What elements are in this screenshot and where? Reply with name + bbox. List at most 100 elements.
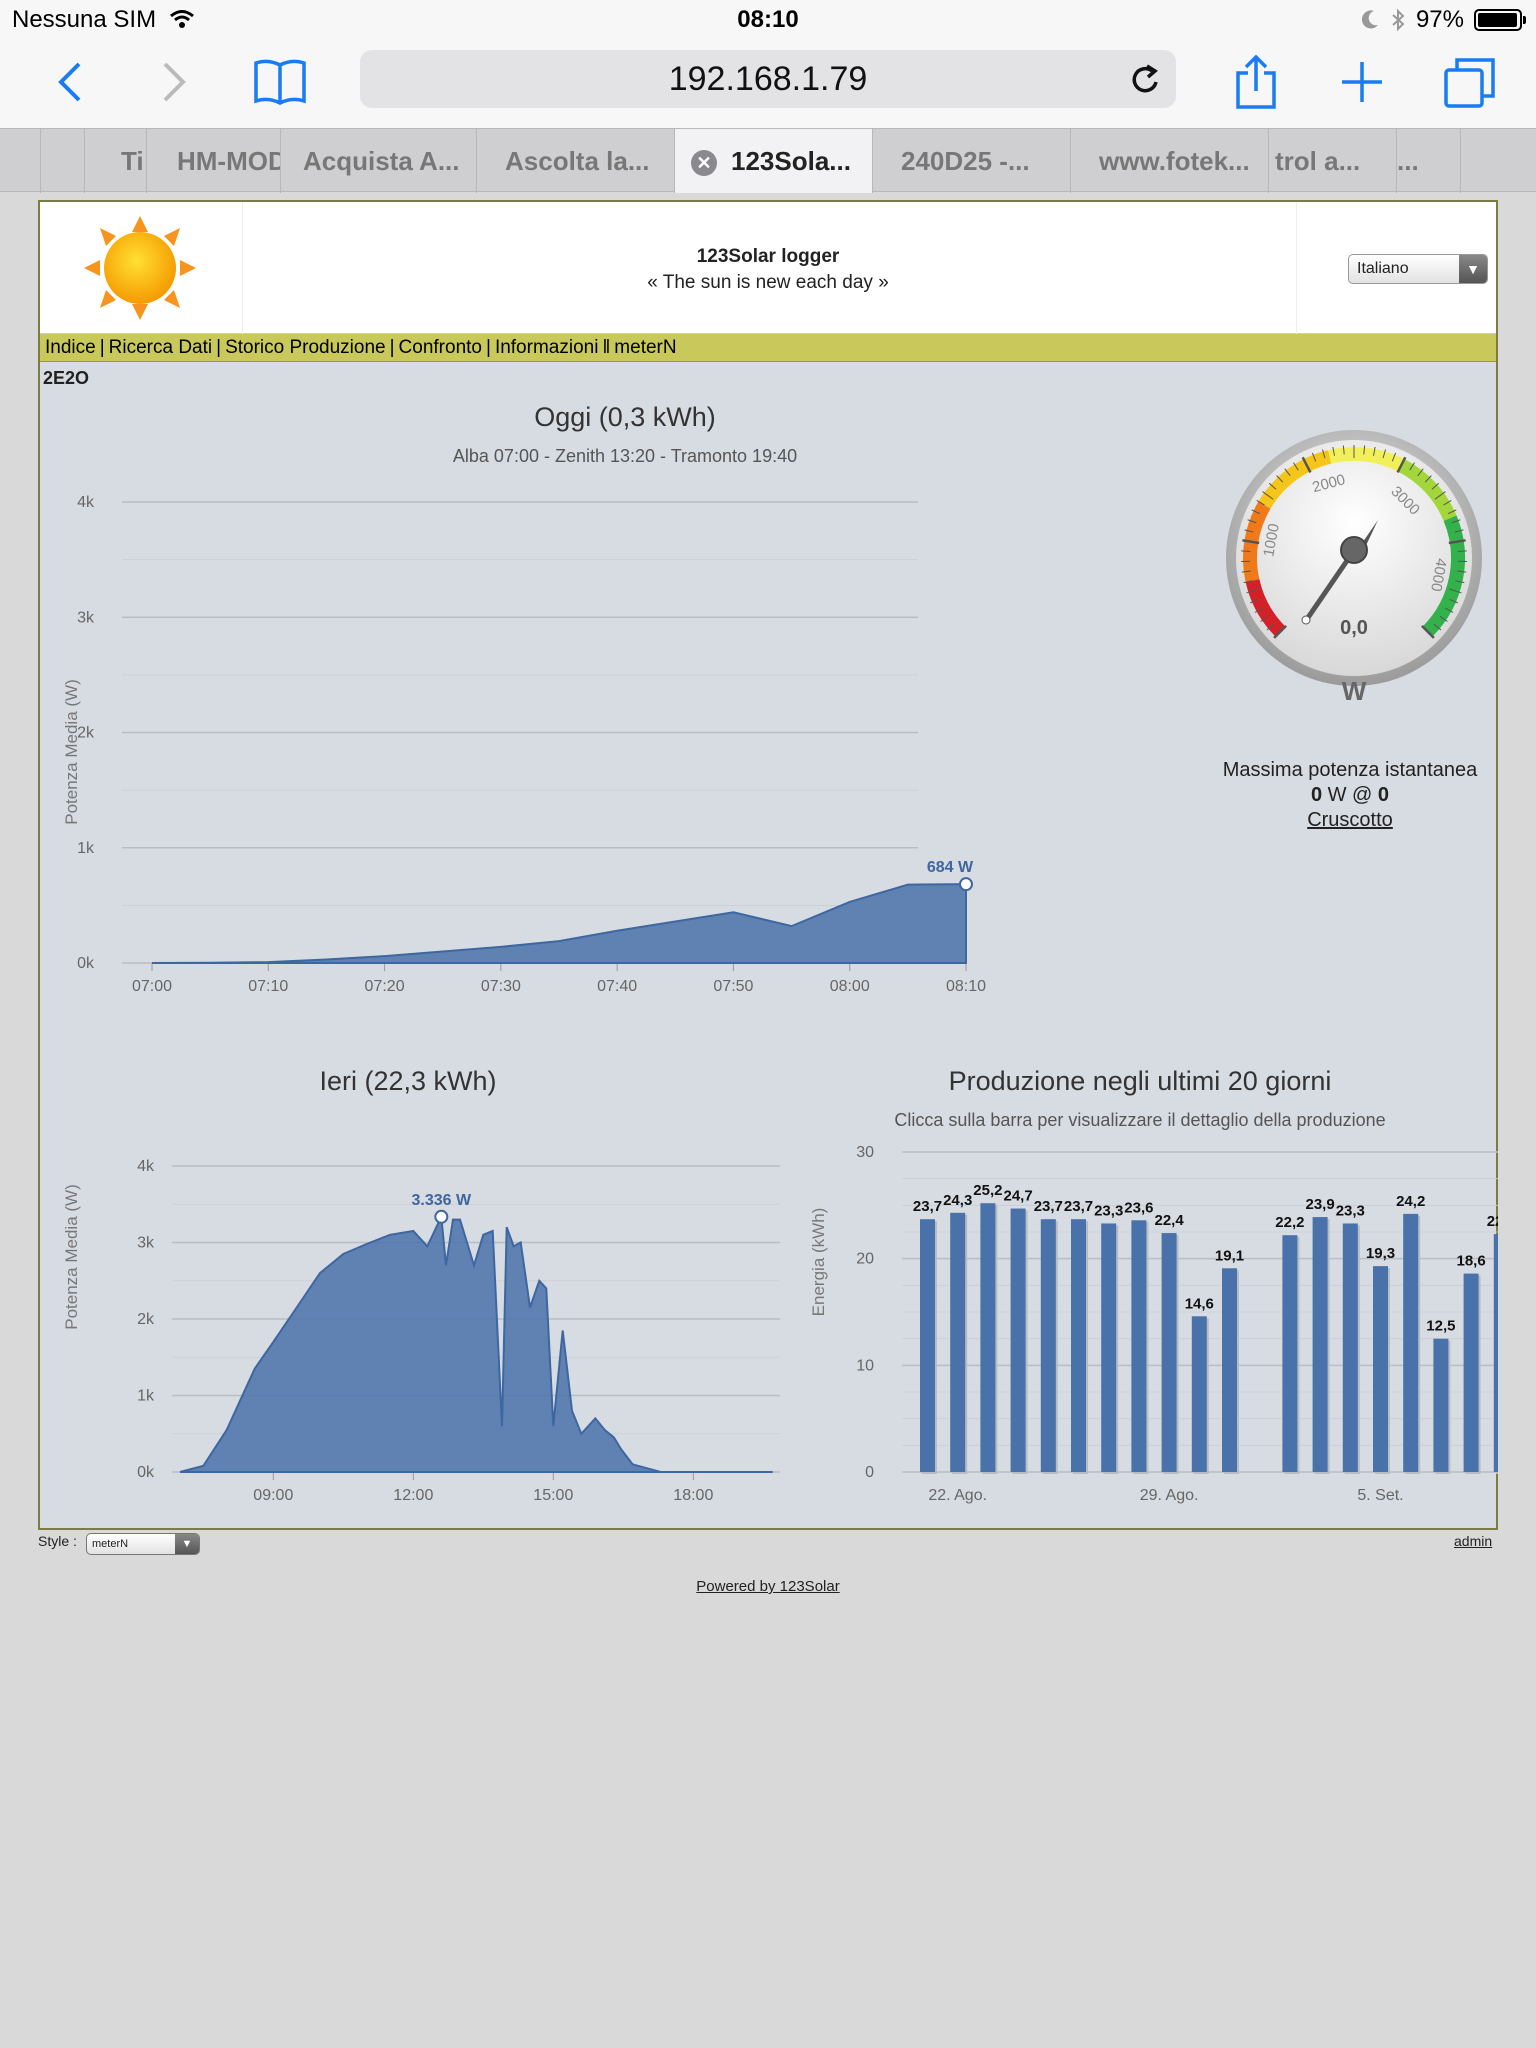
gauge-tick-mark <box>1391 452 1397 462</box>
gauge-tick-mark <box>1448 588 1462 594</box>
gauge-tick-mark <box>1372 446 1376 456</box>
yesterday-y-tick: 0k <box>137 1464 155 1481</box>
production-x-tick: 22. Ago. <box>928 1487 987 1504</box>
production-bar-label: 24,7 <box>1003 1188 1032 1205</box>
yesterday-peak-point[interactable] <box>434 1209 449 1224</box>
power-gauge[interactable]: 1000 2000 3000 4000 0,0 W <box>1220 424 1490 714</box>
today-y-tick: 0k <box>77 955 95 972</box>
production-bar[interactable] <box>1161 1233 1177 1472</box>
back-button[interactable] <box>38 50 102 114</box>
reload-icon[interactable] <box>1130 62 1162 96</box>
production-bar-label: 25,2 <box>973 1182 1002 1199</box>
today-x-tick: 08:00 <box>830 978 870 995</box>
today-chart-subtitle: Alba 07:00 - Zenith 13:20 - Tramonto 19:… <box>452 446 798 466</box>
tab-7[interactable]: www.fotek... <box>1070 129 1268 193</box>
yesterday-y-tick: 3k <box>137 1235 155 1252</box>
production-bar[interactable] <box>1010 1208 1026 1472</box>
today-y-tick: 3k <box>77 609 95 626</box>
production-bar[interactable] <box>1403 1213 1419 1472</box>
tab-3[interactable]: Acquista A... <box>280 129 476 193</box>
page-frame: 123Solar logger « The sun is new each da… <box>38 200 1498 1530</box>
menu-storico-produzione[interactable]: Storico Produzione <box>225 337 386 358</box>
production-y-axis-label: Energia (kWh) <box>809 1208 828 1317</box>
gauge-tick-4000: 4000 <box>1427 557 1450 593</box>
production-bar[interactable] <box>1191 1316 1207 1472</box>
today-area-series[interactable] <box>151 883 967 964</box>
tabs-overview-button[interactable] <box>1438 50 1502 114</box>
today-x-tick: 07:40 <box>597 978 637 995</box>
production-bar[interactable] <box>1131 1220 1147 1472</box>
production-bar[interactable] <box>920 1219 935 1472</box>
site-title: 123Solar logger <box>696 246 840 267</box>
production-bar[interactable] <box>1222 1268 1237 1472</box>
share-button[interactable] <box>1224 50 1288 114</box>
tab-6[interactable]: 240D25 -... <box>872 129 1070 193</box>
yesterday-power-chart[interactable]: Potenza Media (W) 0k 1k 2k 3k 4k 09:00 12:00 1… <box>40 1102 780 1522</box>
address-bar[interactable]: 192.168.1.79 <box>360 50 1176 108</box>
gauge-tick-mark <box>1424 475 1432 483</box>
gauge-tick-mark <box>1455 580 1465 584</box>
today-last-point[interactable] <box>959 877 973 892</box>
production-x-tick: 5. Set. <box>1357 1487 1403 1504</box>
production-bar[interactable] <box>1433 1338 1449 1472</box>
tab-4[interactable]: Ascolta la... <box>476 129 674 193</box>
tab-1[interactable]: Ti <box>84 129 146 193</box>
tabs-icon <box>1444 58 1495 108</box>
style-label: Style : <box>38 1533 77 1549</box>
max-power-value: 0 <box>1310 784 1323 806</box>
production-bar-label: 24,3 <box>943 1192 972 1209</box>
gauge-tick-mark <box>1311 452 1317 462</box>
production-bar-chart[interactable]: Energia (kWh) 0 10 20 30 22. Ago. 29. Ago. 5.… <box>778 1102 1498 1522</box>
powered-by-link[interactable]: Powered by 123Solar <box>696 1578 840 1595</box>
gauge-tick-mark <box>1457 570 1467 573</box>
plant-name: 2E2O <box>43 368 90 388</box>
bluetooth-icon <box>1392 8 1405 32</box>
menu-ricerca-dati[interactable]: Ricerca Dati <box>108 337 213 358</box>
style-select[interactable]: meterN ▼ <box>86 1533 200 1555</box>
menu-confronto[interactable]: Confronto <box>398 337 482 358</box>
production-bar-label: 22,4 <box>1154 1212 1184 1229</box>
production-bar[interactable] <box>1101 1223 1117 1472</box>
menu-indice[interactable]: Indice <box>45 337 96 358</box>
tab-2[interactable]: HM-MOD <box>146 129 280 193</box>
close-tab-icon[interactable]: ✕ <box>691 150 717 177</box>
menu-informazioni[interactable]: Informazioni <box>494 337 599 358</box>
carrier-label: Nessuna SIM <box>12 6 195 34</box>
production-bar[interactable] <box>1463 1273 1479 1472</box>
tab-8[interactable]: trol a... <box>1268 129 1396 193</box>
production-bar[interactable] <box>1312 1217 1328 1472</box>
forward-button[interactable] <box>142 50 206 114</box>
tab-active[interactable]: ✕ 123Sola... <box>674 129 872 193</box>
max-power-time: 0 <box>1377 784 1390 806</box>
production-bar[interactable] <box>1342 1223 1358 1472</box>
production-bar[interactable] <box>950 1212 966 1472</box>
tab-9[interactable]: ... <box>1396 129 1460 193</box>
gauge-tick-mark <box>1241 570 1251 573</box>
language-select[interactable]: Italiano ▼ <box>1348 254 1488 284</box>
dropdown-arrow-icon: ▼ <box>175 1534 199 1554</box>
production-bar[interactable] <box>1493 1234 1498 1472</box>
production-bar-label: 24,2 <box>1396 1193 1425 1210</box>
gauge-tick-mark <box>1244 529 1254 533</box>
admin-link[interactable]: admin <box>1454 1533 1493 1549</box>
today-power-chart[interactable]: Potenza Media (W) 0k 1k 2k 3k 4k 07:00 07:10 0… <box>40 482 1220 1122</box>
gauge-color-band <box>1397 459 1457 522</box>
new-tab-button[interactable] <box>1330 50 1394 114</box>
gauge-tick-1000: 1000 <box>1260 522 1283 558</box>
production-bar[interactable] <box>1282 1235 1298 1472</box>
menu-metern[interactable]: meterN <box>614 337 677 358</box>
bookmarks-button[interactable] <box>248 50 312 114</box>
dashboard-link[interactable]: Cruscotto <box>1307 809 1393 831</box>
production-bar[interactable] <box>1071 1219 1086 1472</box>
gauge-tick-mark <box>1439 616 1448 622</box>
gauge-tick-mark <box>1268 482 1277 490</box>
production-bar[interactable] <box>1373 1266 1388 1472</box>
status-bar: Nessuna SIM 08:10 97% <box>0 0 1536 40</box>
production-bar[interactable] <box>980 1203 996 1472</box>
yesterday-area-series[interactable] <box>179 1213 773 1473</box>
production-bar[interactable] <box>1040 1219 1056 1472</box>
today-x-tick: 07:50 <box>713 978 753 995</box>
gauge-tick-mark <box>1457 550 1467 552</box>
sun-logo-icon <box>84 216 196 320</box>
yesterday-x-tick: 15:00 <box>533 1487 573 1504</box>
